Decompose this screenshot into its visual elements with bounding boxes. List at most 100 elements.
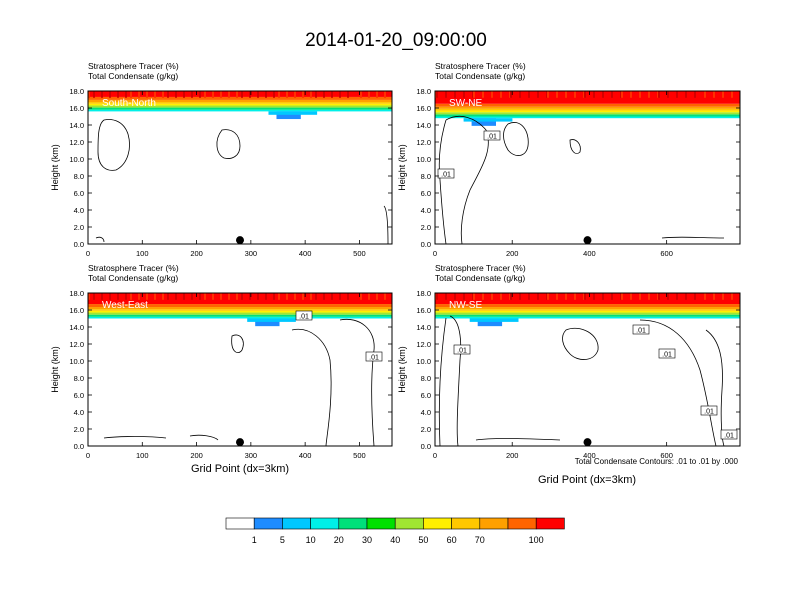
tracer-streak <box>436 293 438 300</box>
tracer-band <box>435 293 740 305</box>
y-tick-label: 6.0 <box>74 391 84 400</box>
tracer-streak <box>445 91 447 98</box>
tracer-band <box>435 312 740 315</box>
contour-label: .01 <box>441 172 451 179</box>
tracer-band <box>435 108 740 111</box>
tracer-streak <box>117 293 119 300</box>
tracer-streak <box>331 91 333 98</box>
colorbar-swatch <box>451 517 481 530</box>
tracer-shading <box>88 91 392 244</box>
tracer-streak <box>658 293 660 300</box>
y-tick-label: 14.0 <box>69 323 84 332</box>
tracer-streak <box>510 91 512 98</box>
tracer-streak <box>236 91 238 98</box>
tracer-streak <box>125 91 127 98</box>
tracer-streak <box>265 293 267 300</box>
tracer-tongue <box>255 318 280 327</box>
tracer-streak <box>323 293 325 300</box>
panel-label: SW-NE <box>449 98 482 109</box>
tracer-streak <box>731 293 733 300</box>
y-tick-label: 8.0 <box>421 374 431 383</box>
x-tick-label: 200 <box>506 249 519 258</box>
tracer-streak <box>310 293 312 300</box>
tracer-streak <box>658 91 660 98</box>
location-marker <box>236 438 244 447</box>
panel-header-tracer: Stratosphere Tracer (%) <box>88 263 179 273</box>
tracer-streak <box>88 91 90 98</box>
tracer-streak <box>491 293 493 300</box>
x-tick-label: 200 <box>506 451 519 460</box>
plot-frame <box>87 90 393 245</box>
tracer-streak <box>694 293 696 300</box>
contour-label-box <box>720 429 738 440</box>
panel-nw-se: Stratosphere Tracer (%)Total Condensate … <box>397 263 741 460</box>
panel-header-tracer: Stratosphere Tracer (%) <box>435 263 526 273</box>
tracer-streak <box>463 91 465 98</box>
x-tick-label: 200 <box>190 451 203 460</box>
page-title: 2014-01-20_09:00:00 <box>305 30 487 51</box>
tracer-tongue-edge <box>268 111 318 115</box>
tracer-streak <box>500 293 502 300</box>
tracer-streak <box>537 293 539 300</box>
contour-note: Total Condensate Contours: .01 to .01 by… <box>575 457 739 466</box>
tracer-streak <box>565 91 567 98</box>
y-tick-label: 14.0 <box>69 121 84 130</box>
y-tick-label: 14.0 <box>416 323 431 332</box>
tracer-band <box>435 103 740 107</box>
tracer-streak <box>241 91 243 98</box>
tracer-streak <box>347 91 349 98</box>
tracer-streak <box>294 91 296 98</box>
contour-label: .01 <box>636 328 646 335</box>
colorbar-swatch <box>507 517 537 530</box>
tracer-band <box>88 96 392 100</box>
y-tick-label: 2.0 <box>74 223 84 232</box>
tracer-streak <box>556 293 558 300</box>
tracer-band <box>88 304 392 308</box>
y-tick-label: 2.0 <box>74 425 84 434</box>
tracer-streak <box>368 293 370 300</box>
x-tick-label: 400 <box>583 249 596 258</box>
panel-label: NW-SE <box>449 300 482 311</box>
x-tick-label: 400 <box>299 451 312 460</box>
tracer-shading <box>435 91 740 244</box>
tracer-streak <box>199 293 201 300</box>
panel-south-north: Stratosphere Tracer (%)Total Condensate … <box>50 61 393 258</box>
tracer-streak <box>183 293 185 300</box>
tracer-streak <box>286 91 288 98</box>
tracer-streak <box>528 91 530 98</box>
tracer-streak <box>510 293 512 300</box>
y-tick-label: 2.0 <box>421 223 431 232</box>
y-tick-label: 4.0 <box>74 206 84 215</box>
tracer-band <box>88 105 392 108</box>
tracer-streak <box>491 91 493 98</box>
tracer-streak <box>639 91 641 98</box>
contour-label: .01 <box>487 134 497 141</box>
tracer-streak <box>556 91 558 98</box>
tracer-streak <box>101 293 103 300</box>
tracer-streak <box>257 91 259 98</box>
tracer-streak <box>593 91 595 98</box>
y-tick-label: 10.0 <box>69 155 84 164</box>
colorbar: 1 5 10 20 30 40 50 60 70 100 <box>225 517 565 545</box>
tracer-streak <box>584 91 586 98</box>
tracer-streak <box>519 91 521 98</box>
colorbar-swatch <box>253 517 283 530</box>
contour-label: .01 <box>724 433 734 440</box>
tracer-streak <box>602 293 604 300</box>
tracer-streak <box>454 293 456 300</box>
y-tick-label: 10.0 <box>416 357 431 366</box>
condensate-contour <box>97 119 130 171</box>
tracer-streak <box>547 91 549 98</box>
colorbar-label: 70 <box>475 535 485 545</box>
tracer-band <box>88 102 392 104</box>
y-tick-label: 8.0 <box>74 374 84 383</box>
condensate-contour <box>639 319 725 446</box>
tracer-streak <box>436 91 438 98</box>
contour-label-box <box>365 351 383 362</box>
tracer-streak <box>482 293 484 300</box>
tracer-streak <box>315 293 317 300</box>
tracer-band <box>88 91 392 97</box>
tracer-streak <box>273 293 275 300</box>
condensate-contour <box>475 438 561 441</box>
tracer-streak <box>565 293 567 300</box>
